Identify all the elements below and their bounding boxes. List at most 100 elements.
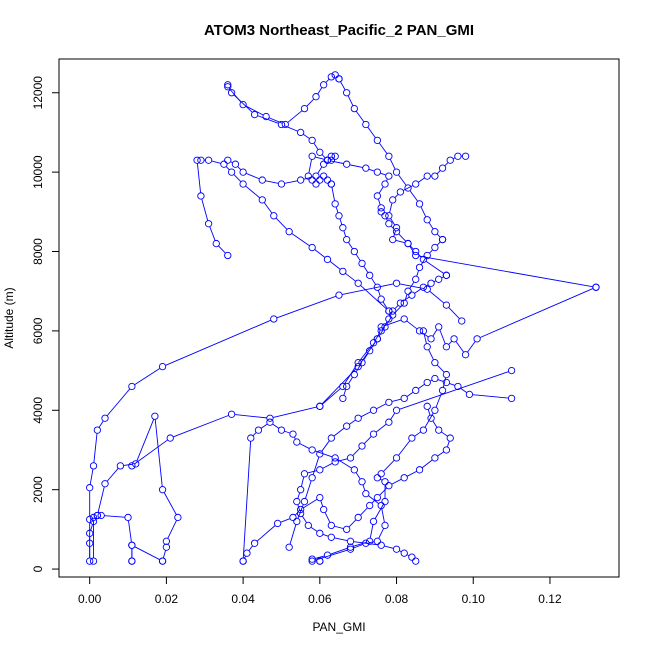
data-point — [366, 347, 374, 355]
data-point — [396, 188, 405, 196]
series-segment — [439, 329, 446, 344]
series-segment — [432, 329, 438, 337]
data-point — [442, 378, 451, 387]
data-point — [316, 493, 324, 502]
series-segment — [233, 174, 242, 182]
series-segment — [392, 398, 402, 402]
series-segment — [472, 394, 509, 399]
series-segment — [420, 206, 427, 217]
series-segment — [395, 240, 405, 244]
series-segment — [409, 190, 418, 202]
data-point — [381, 323, 389, 331]
data-point — [408, 291, 416, 299]
data-point — [204, 220, 213, 228]
data-point — [461, 351, 470, 359]
series-segment — [337, 459, 352, 469]
series-segment — [305, 480, 312, 499]
series-segment — [390, 225, 395, 230]
data-point — [377, 470, 385, 478]
data-point — [258, 176, 266, 184]
data-point — [354, 513, 362, 522]
x-tick-label: 0.04 — [231, 592, 255, 606]
data-point — [350, 466, 358, 474]
data-point — [296, 486, 305, 494]
data-point — [308, 152, 316, 160]
series-segment — [378, 186, 384, 194]
series-layer — [86, 71, 600, 565]
data-point — [461, 152, 470, 160]
series-segment — [284, 180, 298, 184]
data-point — [224, 83, 232, 91]
data-point — [373, 283, 382, 291]
data-point — [431, 359, 439, 367]
series-segment — [163, 492, 177, 515]
series-segment — [390, 412, 396, 420]
data-point — [354, 362, 362, 371]
series-segment — [303, 499, 318, 509]
series-segment — [386, 218, 388, 221]
data-point — [423, 172, 431, 180]
data-point — [86, 557, 94, 565]
data-point — [327, 156, 335, 164]
series-segment — [348, 242, 353, 249]
series-segment — [284, 125, 298, 132]
series-segment — [394, 305, 399, 309]
data-point — [293, 497, 301, 506]
data-point — [339, 382, 347, 391]
data-point — [320, 81, 328, 89]
series-segment — [428, 349, 434, 360]
data-point — [385, 220, 393, 228]
series-segment — [406, 392, 414, 397]
series-segment — [421, 459, 433, 469]
series-segment — [246, 173, 260, 180]
series-segment — [441, 276, 444, 279]
series-segment — [315, 156, 325, 160]
data-point — [327, 152, 335, 160]
data-point — [128, 541, 136, 549]
data-point — [473, 335, 481, 343]
data-point — [377, 501, 385, 510]
data-point — [250, 539, 259, 547]
data-point — [293, 438, 301, 446]
x-tick-label: 0.02 — [155, 592, 179, 606]
x-tick-label: 0.12 — [538, 592, 562, 606]
data-point — [308, 474, 316, 482]
data-point — [435, 426, 443, 434]
series-segment — [306, 98, 314, 107]
series-segment — [378, 142, 388, 154]
series-segment — [390, 218, 396, 226]
series-segment — [104, 515, 125, 518]
data-point — [392, 545, 401, 553]
series-segment — [301, 476, 305, 487]
series-segment — [410, 245, 414, 250]
data-point — [316, 450, 324, 458]
series-segment — [134, 546, 160, 560]
series-segment — [163, 550, 166, 558]
series-segment — [326, 161, 329, 164]
series-segment — [394, 305, 403, 313]
data-point — [227, 89, 236, 97]
data-point — [385, 315, 393, 323]
data-point — [343, 525, 351, 534]
data-point — [270, 315, 278, 323]
data-point — [327, 434, 335, 442]
series-segment — [436, 170, 441, 174]
data-point — [227, 168, 236, 176]
data-point — [273, 519, 282, 528]
series-segment — [275, 217, 288, 230]
series-segment — [377, 199, 381, 205]
data-point — [224, 81, 232, 89]
series-segment — [93, 433, 98, 463]
series-segment — [339, 218, 343, 225]
data-point — [415, 200, 424, 208]
series-segment — [269, 117, 283, 124]
series-segment — [315, 549, 348, 561]
data-point — [296, 128, 305, 137]
series-segment — [391, 478, 402, 485]
data-point — [323, 176, 332, 184]
data-point — [389, 311, 397, 319]
series-segment — [407, 470, 417, 477]
series-segment — [428, 222, 434, 230]
data-point — [400, 549, 408, 557]
